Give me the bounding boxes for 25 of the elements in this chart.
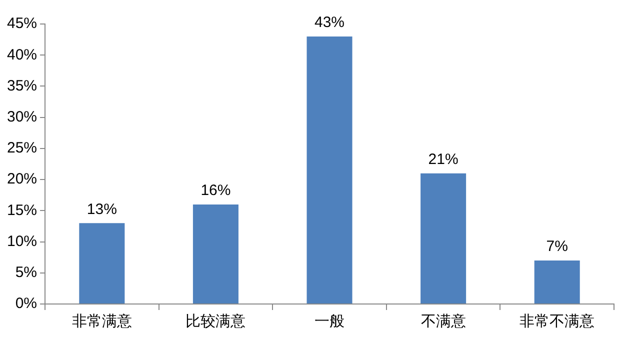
bar [534, 260, 580, 304]
y-tick-label: 25% [6, 140, 38, 157]
y-tick-label: 45% [6, 15, 38, 32]
y-tick-label: 40% [6, 46, 38, 64]
data-label: 43% [314, 14, 345, 32]
y-tick-label: 5% [15, 264, 38, 282]
y-tick-label: 15% [6, 202, 38, 219]
y-tick-label: 0% [15, 295, 38, 312]
y-tick-label: 10% [6, 232, 38, 250]
data-label: 7% [546, 238, 568, 256]
x-tick-label: 一般 [314, 313, 345, 330]
x-tick-label: 比较满意 [186, 313, 246, 330]
x-tick-label: 不满意 [420, 313, 466, 330]
y-tick-label: 20% [6, 170, 38, 188]
y-tick-label: 30% [6, 108, 38, 126]
bar [79, 223, 125, 304]
x-tick-label: 非常不满意 [520, 313, 595, 330]
bar [306, 36, 352, 304]
data-label: 13% [86, 200, 117, 218]
bar [420, 173, 466, 304]
bar [192, 204, 238, 304]
x-tick-label: 非常满意 [72, 313, 132, 330]
y-tick-label: 35% [6, 77, 38, 94]
data-label: 16% [200, 182, 231, 200]
data-label: 21% [428, 150, 458, 168]
